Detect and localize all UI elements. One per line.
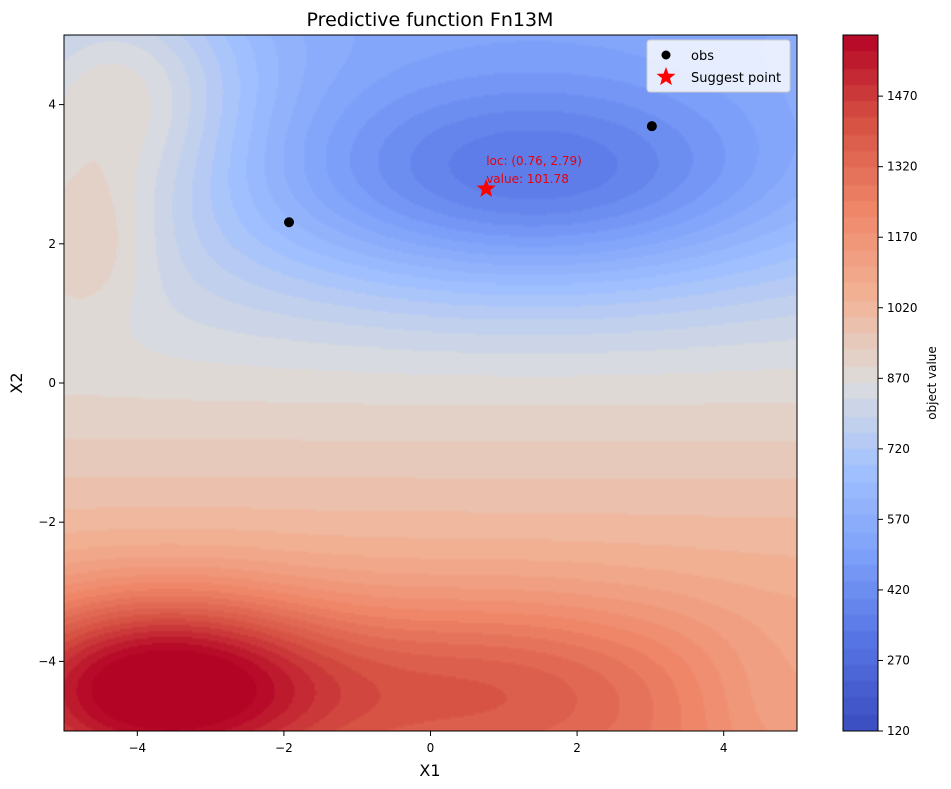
colorbar-gradient	[843, 35, 878, 731]
y-tick-label: −4	[38, 654, 56, 668]
legend-frame	[646, 39, 791, 93]
annotation-text: loc: (0.76, 2.79)	[486, 154, 582, 168]
colorbar-tick-label: 1170	[887, 230, 918, 244]
heatmap-surface	[64, 35, 797, 731]
y-tick-label: 2	[48, 237, 56, 251]
chart-title: Predictive function Fn13M	[307, 9, 554, 31]
y-tick-label: −2	[38, 515, 56, 529]
annotation-text: value: 101.78	[486, 172, 569, 186]
colorbar-tick-label: 1020	[887, 301, 918, 315]
suggest-point-star	[476, 178, 496, 197]
x-axis-label: X1	[419, 761, 440, 780]
y-axis-label: X2	[7, 372, 26, 393]
colorbar-label: object value	[925, 346, 939, 420]
legend-obs-label: obs	[691, 49, 714, 64]
colorbar-tick-label: 720	[887, 442, 910, 456]
obs-point	[646, 121, 657, 132]
x-tick-label: 0	[427, 741, 435, 755]
y-tick-label: 0	[48, 376, 56, 390]
obs-point	[284, 217, 295, 228]
x-tick-label: 4	[720, 741, 728, 755]
x-tick-label: −2	[275, 741, 293, 755]
colorbar-frame	[842, 34, 879, 732]
colorbar-ticks: 120 270 420 570 720 870 1020 1170 1320 1470	[878, 89, 918, 738]
colorbar-tick-label: 420	[887, 583, 910, 597]
x-tick-label: 2	[573, 741, 581, 755]
colorbar-tick-label: 570	[887, 512, 910, 526]
plot-area	[64, 35, 797, 731]
legend: obs Suggest point	[646, 39, 791, 93]
legend-obs-marker	[661, 50, 671, 60]
colorbar-tick-label: 870	[887, 371, 910, 385]
annotations-layer: loc: (0.76, 2.79) value: 101.78	[486, 154, 582, 186]
x-tick-label: −4	[128, 741, 146, 755]
colorbar-tick-label: 270	[887, 653, 910, 667]
y-axis-ticks: −4 −2 0 2 4	[38, 98, 64, 668]
colorbar-tick-label: 1470	[887, 89, 918, 103]
markers-layer	[284, 121, 657, 228]
colorbar-tick-label: 120	[887, 724, 910, 738]
legend-suggest-label: Suggest point	[691, 71, 781, 86]
y-tick-label: 4	[48, 98, 56, 112]
x-axis-ticks: −4 −2 0 2 4	[128, 731, 728, 755]
legend-suggest-marker	[656, 67, 676, 86]
colorbar: 120 270 420 570 720 870 1020 1170 1320 1470 objec…	[842, 34, 939, 738]
colorbar-tick-label: 1320	[887, 160, 918, 174]
